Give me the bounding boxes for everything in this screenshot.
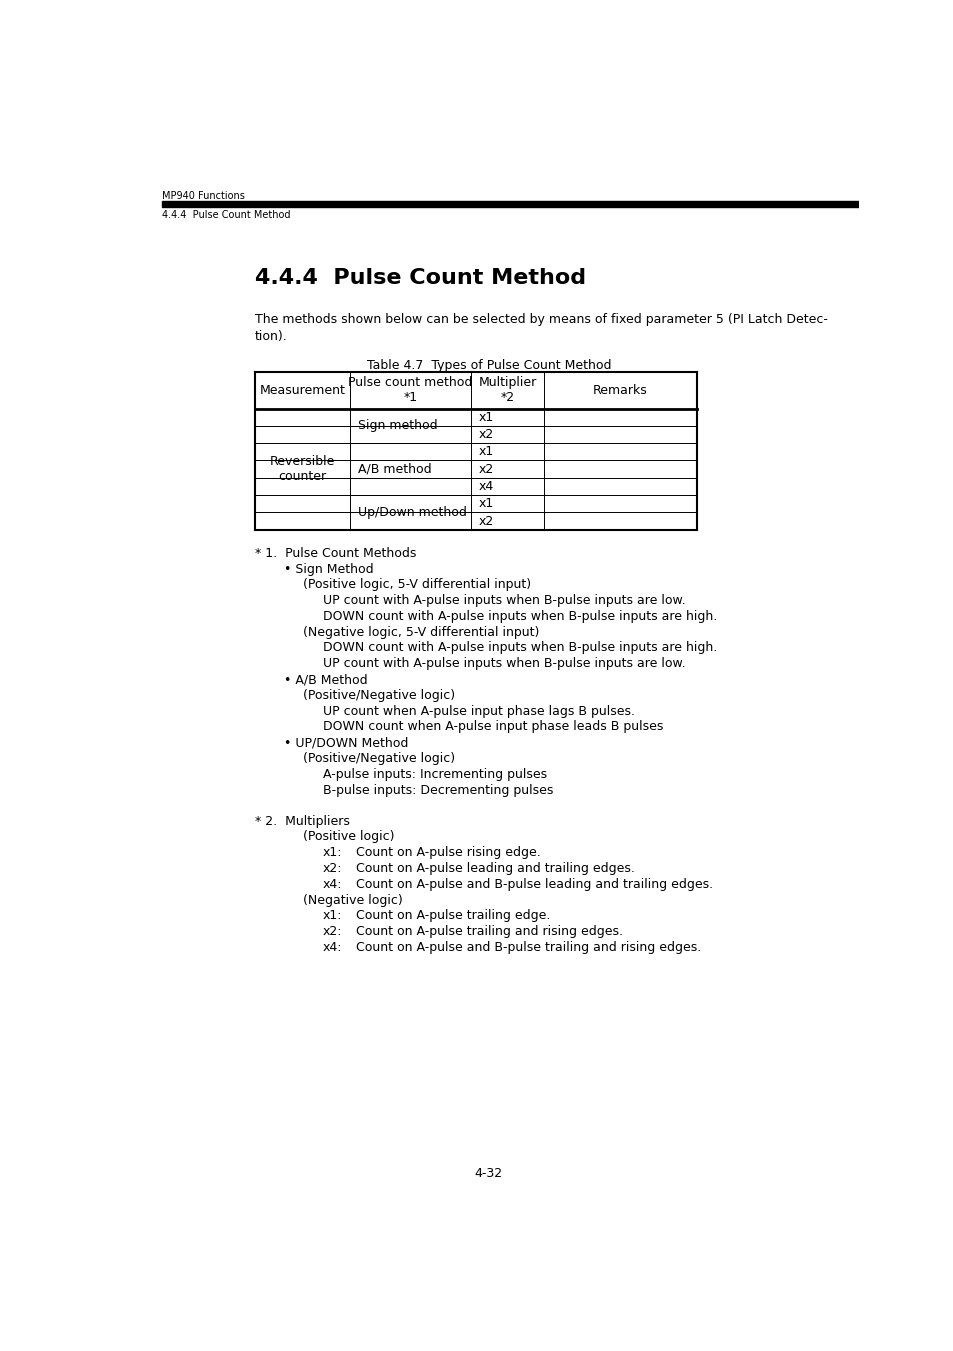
Text: x4:: x4: [323,878,342,890]
Text: A-pulse inputs: Incrementing pulses: A-pulse inputs: Incrementing pulses [323,767,547,781]
Text: B-pulse inputs: Decrementing pulses: B-pulse inputs: Decrementing pulses [323,784,553,797]
Text: x2: x2 [478,462,494,476]
Text: UP count with A-pulse inputs when B-pulse inputs are low.: UP count with A-pulse inputs when B-puls… [323,594,685,607]
Text: Count on A-pulse and B-pulse leading and trailing edges.: Count on A-pulse and B-pulse leading and… [356,878,713,890]
Text: (Positive logic): (Positive logic) [303,831,394,843]
Text: DOWN count with A-pulse inputs when B-pulse inputs are high.: DOWN count with A-pulse inputs when B-pu… [323,642,717,654]
Text: UP count with A-pulse inputs when B-pulse inputs are low.: UP count with A-pulse inputs when B-puls… [323,657,685,670]
Text: Count on A-pulse trailing and rising edges.: Count on A-pulse trailing and rising edg… [356,925,622,938]
Text: Remarks: Remarks [593,384,647,397]
Text: DOWN count when A-pulse input phase leads B pulses: DOWN count when A-pulse input phase lead… [323,720,662,734]
Text: • A/B Method: • A/B Method [284,673,368,686]
Text: x2: x2 [478,515,494,528]
Text: x2:: x2: [323,862,342,875]
Text: Count on A-pulse rising edge.: Count on A-pulse rising edge. [356,846,540,859]
Text: 4.4.4  Pulse Count Method: 4.4.4 Pulse Count Method [254,269,585,288]
Text: MP940 Functions: MP940 Functions [162,190,245,200]
Text: The methods shown below can be selected by means of fixed parameter 5 (PI Latch : The methods shown below can be selected … [254,313,827,326]
Text: x1: x1 [478,497,494,511]
Text: DOWN count with A-pulse inputs when B-pulse inputs are high.: DOWN count with A-pulse inputs when B-pu… [323,609,717,623]
Text: Measurement: Measurement [259,384,345,397]
Text: • UP/DOWN Method: • UP/DOWN Method [284,736,408,750]
Text: Count on A-pulse leading and trailing edges.: Count on A-pulse leading and trailing ed… [356,862,635,875]
Text: UP count when A-pulse input phase lags B pulses.: UP count when A-pulse input phase lags B… [323,705,635,717]
Text: (Positive/Negative logic): (Positive/Negative logic) [303,689,455,701]
Text: x4: x4 [478,480,494,493]
Text: 4-32: 4-32 [475,1167,502,1179]
Text: (Negative logic, 5-V differential input): (Negative logic, 5-V differential input) [303,626,538,639]
Text: x2:: x2: [323,925,342,938]
Text: Count on A-pulse trailing edge.: Count on A-pulse trailing edge. [356,909,550,923]
Text: Pulse count method
*1: Pulse count method *1 [348,377,473,404]
Text: tion).: tion). [254,330,287,343]
Text: x1: x1 [478,411,494,424]
Text: * 1.  Pulse Count Methods: * 1. Pulse Count Methods [254,547,416,559]
Text: Table 4.7  Types of Pulse Count Method: Table 4.7 Types of Pulse Count Method [366,359,611,373]
Text: Up/Down method: Up/Down method [357,507,466,519]
Text: x1:: x1: [323,909,342,923]
Text: 4.4.4  Pulse Count Method: 4.4.4 Pulse Count Method [162,209,290,220]
Bar [162,201,858,207]
Text: x1: x1 [478,446,494,458]
Text: Reversible
counter: Reversible counter [270,455,335,484]
Text: (Negative logic): (Negative logic) [303,893,402,907]
Text: x2: x2 [478,428,494,440]
Text: (Positive logic, 5-V differential input): (Positive logic, 5-V differential input) [303,578,531,592]
Text: (Positive/Negative logic): (Positive/Negative logic) [303,753,455,765]
Text: x1:: x1: [323,846,342,859]
Text: Count on A-pulse and B-pulse trailing and rising edges.: Count on A-pulse and B-pulse trailing an… [356,942,700,954]
Text: x4:: x4: [323,942,342,954]
Text: Sign method: Sign method [357,419,436,432]
Text: Multiplier
*2: Multiplier *2 [478,377,537,404]
Text: • Sign Method: • Sign Method [284,562,374,576]
Text: A/B method: A/B method [357,462,431,476]
Text: * 2.  Multipliers: * 2. Multipliers [254,815,350,828]
